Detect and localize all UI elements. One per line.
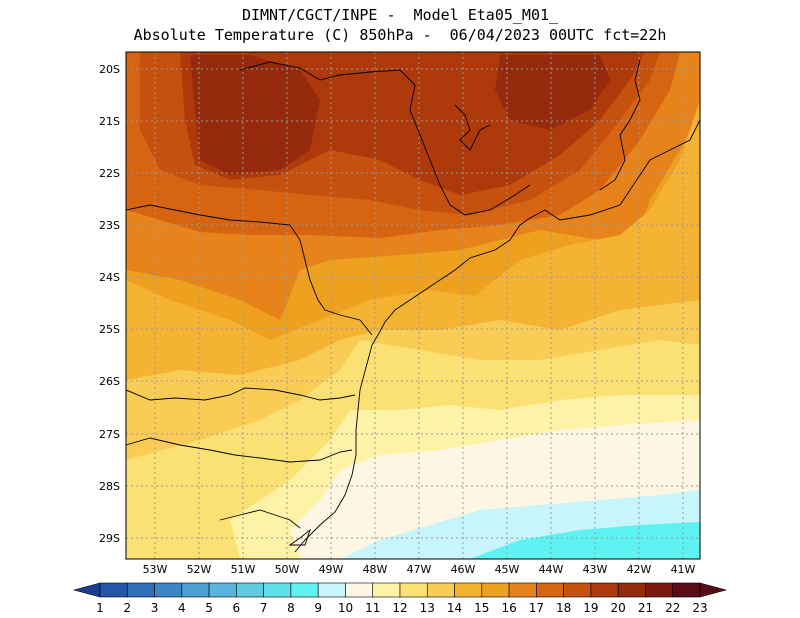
colorbar-swatch [508, 582, 537, 598]
boundaries [126, 59, 700, 553]
colorbar-swatch [99, 582, 128, 598]
lon-tick-label: 48W [363, 563, 388, 576]
colorbar-label: 4 [178, 601, 186, 615]
colorbar-label: 17 [529, 601, 544, 615]
colorbar-over-triangle [699, 582, 728, 598]
border-pr-sc [126, 387, 356, 401]
lon-tick-label: 50W [275, 563, 300, 576]
plot-frame [125, 51, 701, 560]
band-21-east [495, 55, 610, 130]
lon-tick-label: 52W [187, 563, 212, 576]
colorbar-label: 19 [583, 601, 598, 615]
colorbar-label: 16 [501, 601, 516, 615]
lat-tick-label: 29S [99, 532, 120, 545]
colorbar-swatch [181, 582, 210, 598]
colorbar-swatch [372, 582, 401, 598]
band-15-east [470, 100, 700, 320]
lat-lon-grid [126, 52, 700, 559]
colorbar-swatch [645, 582, 674, 598]
colorbar-label: 5 [205, 601, 213, 615]
colorbar-label: 9 [314, 601, 322, 615]
colorbar-label: 14 [447, 601, 462, 615]
band-21-west [190, 55, 320, 175]
colorbar-label: 22 [665, 601, 680, 615]
border-sp-mg [239, 61, 531, 216]
coastline [294, 119, 700, 553]
lon-tick-label: 47W [407, 563, 432, 576]
colorbar: 1 2 3 4 5 6 7 8 9 10 11 12 13 14 15 16 17 18 19 20 21 22 23 [72, 582, 728, 615]
colorbar-label: 7 [260, 601, 268, 615]
colorbar-label: 20 [611, 601, 626, 615]
colorbar-label: 1 [96, 601, 104, 615]
lagoon [288, 528, 311, 546]
lon-tick-label: 42W [627, 563, 652, 576]
lon-tick-label: 53W [143, 563, 168, 576]
colorbar-label: 6 [233, 601, 241, 615]
lon-tick-label: 41W [671, 563, 696, 576]
colorbar-label: 15 [474, 601, 489, 615]
colorbar-swatch [263, 582, 292, 598]
lon-axis: 53W 52W 51W 50W 49W 48W 47W 46W 45W 44W … [143, 563, 696, 576]
colorbar-swatch [317, 582, 346, 598]
lon-tick-label: 49W [319, 563, 344, 576]
colorbar-swatch [454, 582, 483, 598]
border-west-south [219, 509, 301, 529]
lat-tick-label: 26S [99, 375, 120, 388]
lon-tick-label: 45W [495, 563, 520, 576]
colorbar-label: 13 [420, 601, 435, 615]
colorbar-label: 12 [392, 601, 407, 615]
colorbar-swatch [290, 582, 319, 598]
lon-tick-label: 46W [451, 563, 476, 576]
lon-tick-label: 51W [231, 563, 256, 576]
border-sc-rs [126, 437, 353, 463]
lon-tick-label: 44W [539, 563, 564, 576]
colorbar-label: 21 [638, 601, 653, 615]
colorbar-swatch [345, 582, 374, 598]
colorbar-swatch [154, 582, 183, 598]
colorbar-swatch [672, 582, 701, 598]
colorbar-swatch [481, 582, 510, 598]
colorbar-swatch [399, 582, 428, 598]
colorbar-swatch [617, 582, 646, 598]
map-title-line-1: DIMNT/CGCT/INPE - Model Eta05_M01_ [241, 6, 559, 24]
lat-tick-label: 22S [99, 167, 120, 180]
colorbar-swatch [208, 582, 237, 598]
map-title-line-2: Absolute Temperature (C) 850hPa - 06/04/… [133, 26, 667, 44]
colorbar-swatch [590, 582, 619, 598]
colorbar-label: 3 [151, 601, 159, 615]
colorbar-label: 18 [556, 601, 571, 615]
lat-tick-label: 20S [99, 63, 120, 76]
colorbar-swatch [536, 582, 564, 598]
colorbar-label: 11 [365, 601, 380, 615]
colorbar-label: 10 [338, 601, 353, 615]
colorbar-swatch [126, 582, 155, 598]
colorbar-swatch [426, 582, 455, 598]
lon-tick-label: 43W [583, 563, 608, 576]
lat-tick-label: 25S [99, 323, 120, 336]
lat-tick-label: 21S [99, 115, 120, 128]
lat-tick-label: 28S [99, 480, 120, 493]
border-west-north [126, 204, 373, 336]
colorbar-under-triangle [72, 582, 101, 598]
lat-tick-label: 27S [99, 428, 120, 441]
temperature-field [126, 52, 700, 559]
colorbar-label: 23 [692, 601, 707, 615]
lat-tick-label: 24S [99, 271, 120, 284]
border-mg-east [599, 59, 641, 191]
lat-tick-label: 23S [99, 219, 120, 232]
lat-axis: 20S 21S 22S 23S 24S 25S 26S 27S 28S 29S [99, 63, 120, 545]
colorbar-swatch [236, 582, 264, 598]
colorbar-label: 8 [287, 601, 295, 615]
colorbar-swatch [563, 582, 592, 598]
colorbar-label: 2 [123, 601, 131, 615]
reservoir-north [454, 104, 491, 151]
band-9 [470, 522, 700, 559]
